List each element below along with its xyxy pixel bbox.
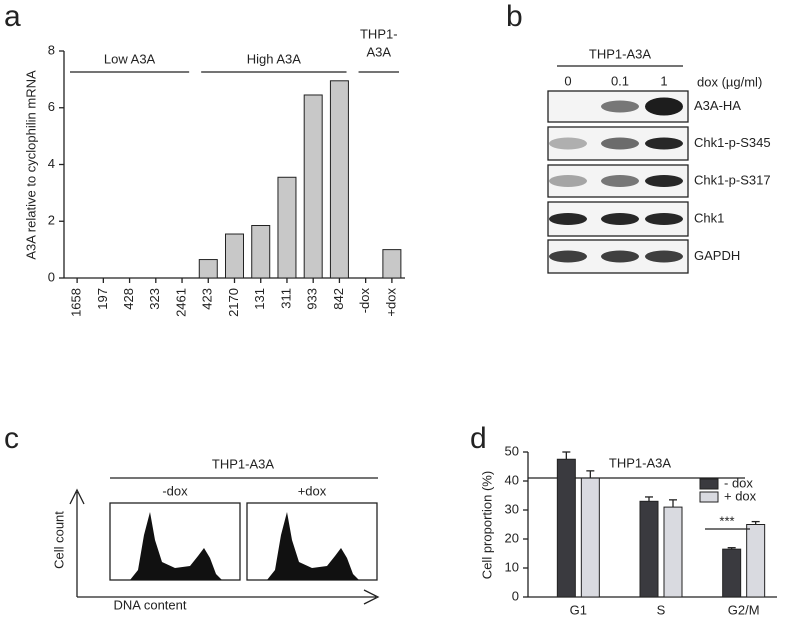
y-tick-label: 4 bbox=[48, 156, 55, 171]
legend-label: - dox bbox=[724, 475, 753, 490]
panel-letter: b bbox=[506, 0, 523, 33]
y-tick-label: 6 bbox=[48, 99, 55, 114]
bar bbox=[580, 477, 600, 598]
x-tick-label: +dox bbox=[383, 288, 398, 317]
x-tick-label: 2170 bbox=[226, 288, 241, 317]
band bbox=[645, 175, 683, 187]
band-label: Chk1-p-S345 bbox=[694, 135, 771, 150]
group-label: THP1- bbox=[360, 26, 398, 41]
y-tick-label: 0 bbox=[512, 588, 519, 603]
x-tick-label: G2/M bbox=[728, 602, 760, 617]
bar bbox=[722, 548, 742, 598]
y-tick-label: 50 bbox=[505, 443, 519, 458]
y-tick-label: 0 bbox=[48, 269, 55, 284]
y-axis-label: Cell count bbox=[51, 511, 66, 569]
bar bbox=[329, 80, 349, 279]
x-tick-label: 311 bbox=[278, 288, 293, 309]
condition-label: -dox bbox=[162, 483, 188, 498]
panel-letter: a bbox=[4, 0, 21, 33]
group-label: A3A bbox=[366, 44, 391, 59]
blot-title: THP1-A3A bbox=[589, 46, 651, 61]
x-tick-label: 423 bbox=[200, 288, 215, 310]
band-label: GAPDH bbox=[694, 248, 740, 263]
bar bbox=[556, 458, 576, 598]
x-tick-label: S bbox=[657, 602, 666, 617]
band bbox=[601, 175, 639, 187]
x-tick-label: 933 bbox=[305, 288, 320, 310]
panel-letter: c bbox=[4, 422, 19, 455]
histogram bbox=[130, 512, 222, 580]
bar bbox=[251, 225, 271, 279]
y-axis-label: A3A relative to cyclophilin mRNA bbox=[23, 70, 38, 260]
x-axis-label: DNA content bbox=[114, 597, 187, 612]
annotation: *** bbox=[719, 513, 734, 528]
band-label: Chk1-p-S317 bbox=[694, 172, 771, 187]
x-arrow bbox=[77, 589, 380, 605]
bar bbox=[225, 233, 244, 279]
x-tick-label: -dox bbox=[357, 288, 372, 314]
x-tick-label: 131 bbox=[252, 288, 267, 310]
band bbox=[645, 137, 683, 150]
y-tick-label: 2 bbox=[48, 213, 55, 228]
band bbox=[645, 97, 683, 116]
group-label: Low A3A bbox=[104, 51, 156, 66]
flow-title: THP1-A3A bbox=[212, 456, 274, 471]
band bbox=[549, 213, 587, 225]
legend-swatch bbox=[699, 491, 719, 503]
y-tick-label: 10 bbox=[505, 559, 519, 574]
x-tick-label: 1658 bbox=[69, 288, 84, 317]
band bbox=[601, 100, 639, 113]
group-label: High A3A bbox=[247, 51, 302, 66]
band bbox=[549, 175, 587, 187]
bar bbox=[277, 176, 297, 279]
legend-label: + dox bbox=[724, 488, 757, 503]
band bbox=[549, 250, 587, 263]
dose-unit: dox (µg/ml) bbox=[697, 74, 762, 89]
histogram bbox=[267, 512, 359, 580]
band bbox=[549, 137, 587, 150]
x-tick-label: 197 bbox=[95, 288, 110, 310]
bar bbox=[746, 524, 766, 598]
y-tick-label: 30 bbox=[505, 501, 519, 516]
x-tick-label: 2461 bbox=[173, 288, 188, 317]
y-tick-label: 8 bbox=[48, 42, 55, 57]
x-tick-label: 842 bbox=[331, 288, 346, 310]
y-arrow bbox=[69, 488, 85, 597]
flow-box bbox=[246, 502, 378, 581]
x-tick-label: G1 bbox=[570, 602, 587, 617]
band bbox=[601, 213, 639, 225]
x-tick-label: 428 bbox=[121, 288, 136, 310]
lane-label: 1 bbox=[660, 73, 667, 88]
y-tick-label: 20 bbox=[505, 530, 519, 545]
band bbox=[601, 250, 639, 263]
band-label: Chk1 bbox=[694, 210, 724, 225]
bar bbox=[663, 506, 683, 598]
band bbox=[601, 137, 639, 150]
legend-swatch bbox=[699, 478, 719, 490]
blot: 0 0.1 1 A3A-HA Chk1-p-S345 Chk1-p-S317 Chk1 GAP… bbox=[547, 73, 771, 274]
bar bbox=[198, 259, 218, 279]
band bbox=[645, 250, 683, 263]
band-label: A3A-HA bbox=[694, 98, 741, 113]
lane-label: 0 bbox=[564, 73, 571, 88]
bar bbox=[382, 249, 402, 279]
band bbox=[645, 213, 683, 225]
panel-letter: d bbox=[470, 422, 487, 455]
bar bbox=[303, 94, 323, 279]
flow-panels: -dox +dox bbox=[109, 483, 378, 581]
chart-title: THP1-A3A bbox=[609, 455, 671, 470]
y-axis-label: Cell proportion (%) bbox=[479, 471, 494, 579]
y-tick-label: 40 bbox=[505, 472, 519, 487]
condition-label: +dox bbox=[298, 483, 327, 498]
bar bbox=[639, 500, 659, 598]
lane-label: 0.1 bbox=[611, 73, 629, 88]
x-tick-label: 323 bbox=[147, 288, 162, 310]
flow-box bbox=[109, 502, 241, 581]
